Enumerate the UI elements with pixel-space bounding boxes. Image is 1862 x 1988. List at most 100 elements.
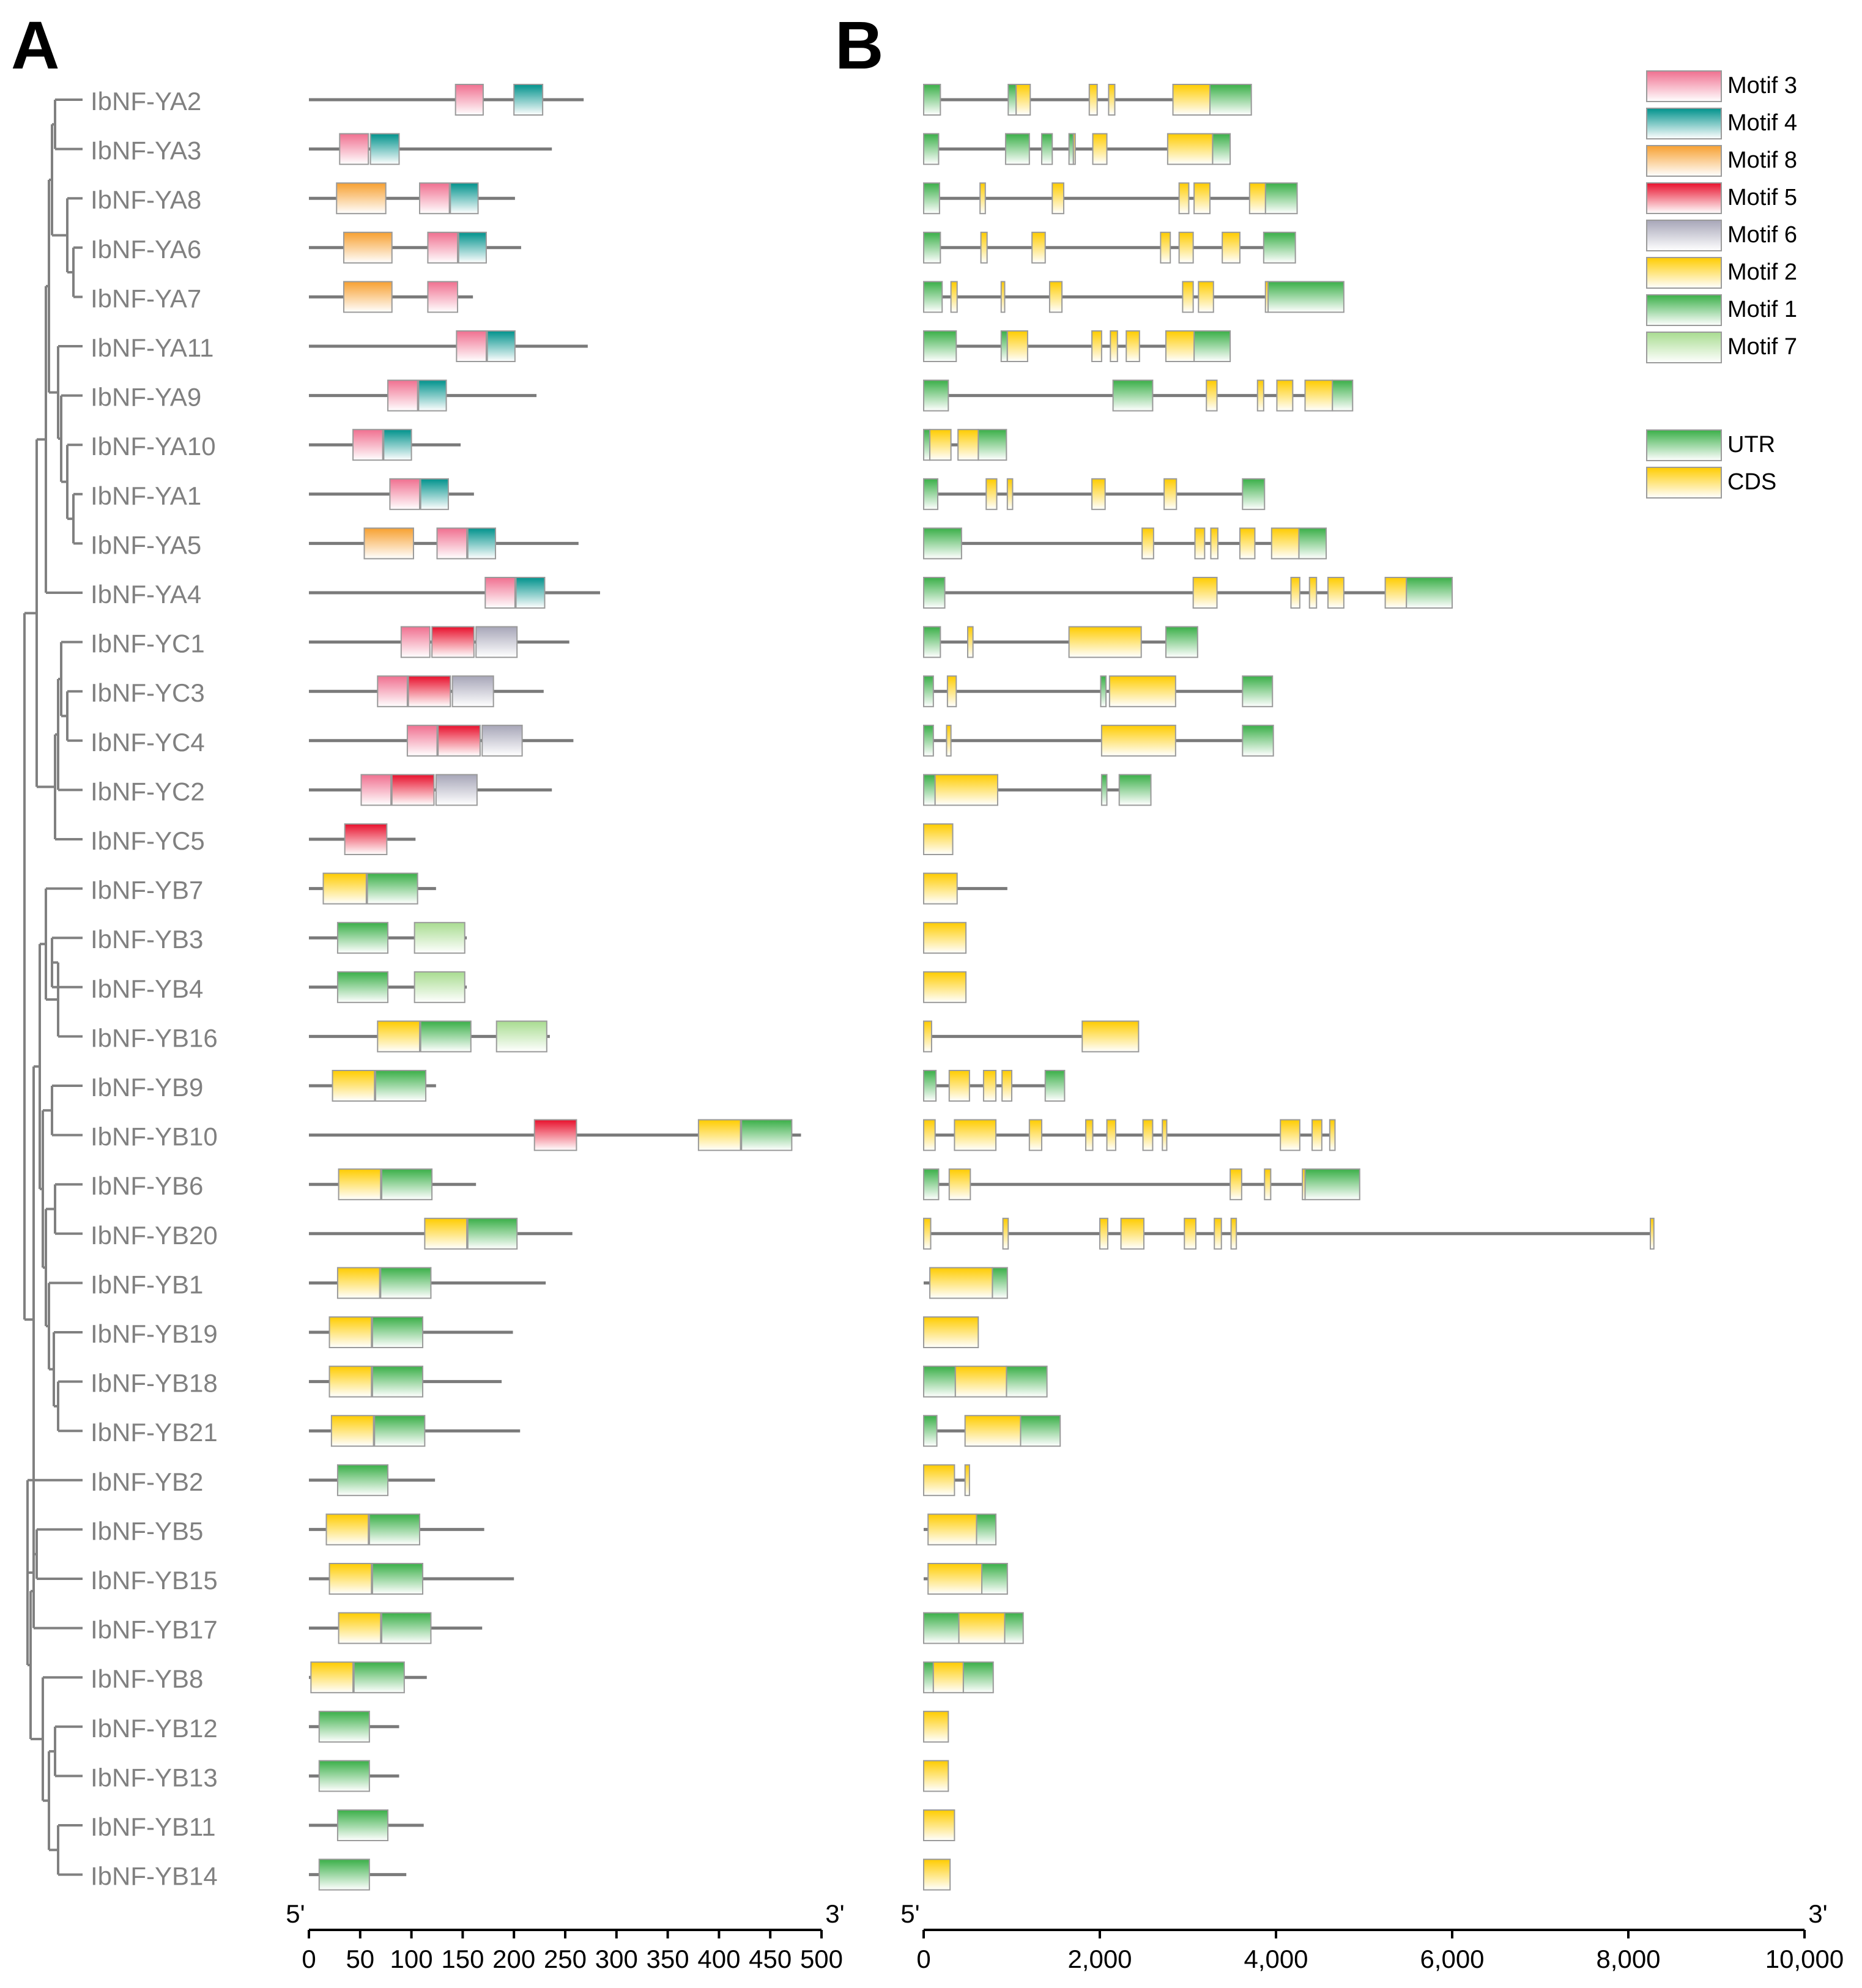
motif-box-m1: [336, 922, 389, 954]
utr-block: [977, 429, 1007, 461]
axis-end-label: 3': [1808, 1899, 1827, 1928]
utr-block: [1112, 379, 1154, 412]
cds-block: [929, 1267, 993, 1299]
motif-box-m2: [322, 872, 367, 905]
cds-block: [1160, 231, 1171, 264]
motif-box-m2: [338, 1612, 382, 1644]
cds-block: [1290, 577, 1300, 609]
cds-block: [1280, 1119, 1300, 1151]
cds-block: [923, 1464, 955, 1496]
utr-block: [923, 675, 934, 708]
motif-box-m2: [310, 1661, 354, 1694]
legend-label-m8: Motif 8: [1727, 147, 1797, 173]
motif-box-m2: [338, 1168, 382, 1201]
motif-box-m5: [391, 774, 435, 806]
cds-block: [1214, 1217, 1222, 1250]
motif-box-m1: [741, 1119, 793, 1151]
cds-block: [1100, 724, 1176, 757]
gene-label-ibnf-yc1: IbNF-YC1: [91, 629, 205, 658]
utr-block: [923, 84, 941, 116]
gene-label-ibnf-yb11: IbNF-YB11: [91, 1812, 216, 1841]
gene-label-ibnf-ya1: IbNF-YA1: [91, 481, 201, 510]
gene-label-ibnf-yb3: IbNF-YB3: [91, 925, 203, 954]
motif-box-m2: [424, 1217, 468, 1250]
gene-label-ibnf-yb4: IbNF-YB4: [91, 974, 203, 1003]
motif-axis: 0 50 100 150 200 250 300 350 400 450 500 5' 3': [286, 1899, 844, 1973]
axis-tick-label: 4,000: [1244, 1945, 1308, 1973]
cds-block: [946, 724, 952, 757]
cds-block: [948, 1168, 971, 1201]
motif-box-m1: [380, 1612, 432, 1644]
gene-label-ibnf-ya9: IbNF-YA9: [91, 383, 201, 412]
legend-swatch-cds: [1646, 467, 1722, 499]
utr-block: [1068, 133, 1074, 165]
legend-swatch-m1: [1646, 294, 1722, 326]
cds-block: [954, 1119, 997, 1151]
legend-label-cds: CDS: [1727, 469, 1776, 495]
cds-block: [1311, 1119, 1322, 1151]
axis-tick-label: 500: [800, 1945, 843, 1973]
cds-block: [923, 922, 967, 954]
utr-block: [1263, 231, 1296, 264]
gene-label-ibnf-ya5: IbNF-YA5: [91, 530, 201, 559]
gene-label-ibnf-ya3: IbNF-YA3: [91, 136, 201, 165]
gene-label-ibnf-yc3: IbNF-YC3: [91, 678, 205, 707]
gene-label-ibnf-yb19: IbNF-YB19: [91, 1319, 218, 1348]
motif-box-m3: [484, 577, 516, 609]
cds-block: [1108, 84, 1116, 116]
gene-label-ibnf-ya10: IbNF-YA10: [91, 432, 216, 461]
cds-block: [923, 1316, 979, 1348]
cds-block: [1088, 84, 1098, 116]
cds-block: [1256, 379, 1264, 412]
utr-block: [923, 133, 940, 165]
cds-block: [1092, 133, 1108, 165]
utr-block: [1264, 182, 1298, 215]
cds-block: [946, 675, 957, 708]
cds-block: [927, 1513, 977, 1546]
motif-box-m8: [336, 182, 387, 215]
motif-box-m7: [495, 1020, 547, 1053]
motif-box-m1: [336, 1464, 389, 1496]
motif-box-m2: [377, 1020, 421, 1053]
cds-block: [932, 1661, 964, 1694]
motif-box-m2: [697, 1119, 741, 1151]
cds-block: [1184, 1217, 1196, 1250]
utr-block: [1004, 1612, 1024, 1644]
utr-block: [1006, 1365, 1048, 1398]
motif-box-m1: [380, 1168, 433, 1201]
axis-tick-label: 2,000: [1067, 1945, 1132, 1973]
cds-block: [923, 1760, 949, 1792]
axis-tick-label: 6,000: [1420, 1945, 1484, 1973]
cds-block: [1302, 1168, 1306, 1201]
cds-block: [1006, 330, 1028, 362]
cds-block: [1264, 1168, 1272, 1201]
gene-label-ibnf-yb7: IbNF-YB7: [91, 876, 203, 905]
motif-box-m3: [352, 429, 384, 461]
cds-block: [1384, 577, 1408, 609]
gene-label-ibnf-yb8: IbNF-YB8: [91, 1664, 203, 1693]
utr-block: [923, 478, 939, 510]
cds-block: [923, 1809, 955, 1841]
cds-block: [1230, 1168, 1242, 1201]
utr-block: [923, 379, 949, 412]
cds-block: [1110, 330, 1118, 362]
legend-label-m3: Motif 3: [1727, 73, 1797, 98]
motif-box-m1: [318, 1710, 370, 1743]
gene-label-ibnf-yb9: IbNF-YB9: [91, 1073, 203, 1102]
motif-box-m1: [353, 1661, 405, 1694]
motif-box-m1: [366, 872, 418, 905]
cds-block: [1193, 182, 1211, 215]
cds-block: [982, 1070, 997, 1102]
cds-block: [923, 1710, 949, 1743]
legend-label-m2: Motif 2: [1727, 259, 1797, 285]
axis-start-label: 5': [900, 1899, 919, 1928]
cds-block: [948, 1070, 970, 1102]
cds-block: [1091, 330, 1102, 362]
gene-label-ibnf-yb15: IbNF-YB15: [91, 1566, 218, 1595]
cds-block: [929, 429, 952, 461]
gene-label-ibnf-ya11: IbNF-YA11: [91, 333, 214, 362]
motif-box-m3: [436, 527, 468, 560]
gene-structure-axis: 0 2,000 4,000 6,000 8,000 10,000 5' 3': [900, 1899, 1844, 1973]
cds-block: [1178, 182, 1190, 215]
cds-block: [1126, 330, 1140, 362]
